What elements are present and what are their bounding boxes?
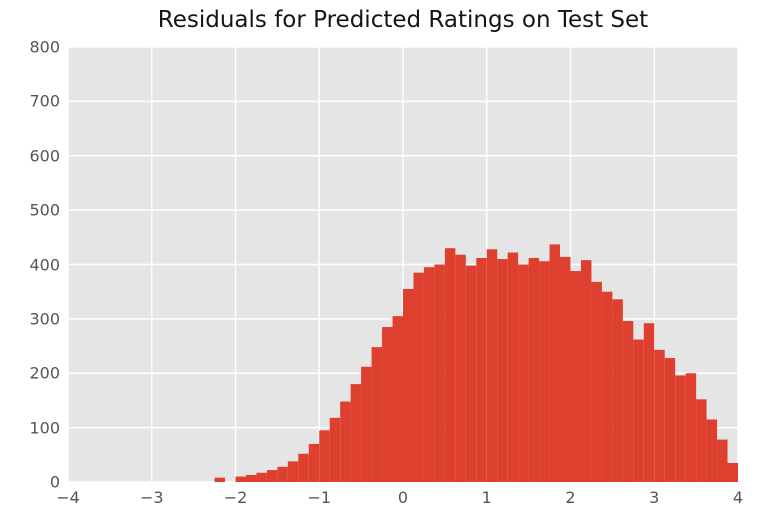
histogram-bar bbox=[361, 366, 372, 482]
y-tick-label: 200 bbox=[29, 363, 60, 383]
histogram-bar bbox=[560, 256, 571, 482]
y-tick-label: 500 bbox=[29, 200, 60, 220]
histogram-bar bbox=[308, 443, 320, 482]
histogram-bar bbox=[403, 288, 414, 482]
histogram-bar bbox=[622, 321, 634, 482]
histogram-bar bbox=[413, 272, 424, 482]
y-tick-label: 100 bbox=[29, 418, 60, 438]
histogram-bar bbox=[528, 257, 540, 482]
histogram-bar bbox=[675, 375, 686, 482]
histogram-bar bbox=[633, 339, 644, 482]
histogram-bar bbox=[350, 384, 362, 482]
y-tick-label: 600 bbox=[29, 146, 60, 166]
histogram-bar bbox=[214, 477, 226, 482]
histogram-svg bbox=[68, 47, 738, 482]
histogram-bar bbox=[434, 264, 445, 482]
histogram-bar bbox=[570, 271, 581, 482]
histogram-bar bbox=[696, 399, 707, 482]
histogram-bar bbox=[539, 261, 550, 482]
histogram-bar bbox=[235, 476, 246, 482]
histogram-bar bbox=[423, 267, 435, 482]
x-axis-tick-labels: −4 −3 −2 −1 0 1 2 3 4 bbox=[56, 488, 743, 512]
histogram-bar bbox=[455, 254, 466, 482]
y-tick-label: 700 bbox=[29, 91, 60, 111]
plot-area bbox=[68, 47, 738, 482]
histogram-bar bbox=[371, 347, 383, 482]
x-tick-label: −3 bbox=[139, 488, 164, 507]
x-tick-label: −2 bbox=[223, 488, 248, 507]
histogram-bar bbox=[706, 419, 718, 482]
histogram-bar bbox=[287, 461, 299, 482]
x-tick-label: 3 bbox=[649, 488, 660, 507]
histogram-bar bbox=[298, 453, 309, 482]
histogram-bar bbox=[277, 466, 288, 482]
histogram-bar bbox=[580, 260, 592, 482]
histogram-bar bbox=[654, 349, 665, 482]
x-tick-label: 1 bbox=[481, 488, 492, 507]
histogram-bar bbox=[444, 248, 456, 482]
histogram-bar bbox=[476, 257, 487, 482]
histogram-bar bbox=[256, 472, 267, 482]
histogram-bar bbox=[486, 249, 498, 482]
y-tick-label: 800 bbox=[29, 37, 60, 57]
y-tick-label: 400 bbox=[29, 255, 60, 274]
histogram-bar bbox=[518, 264, 529, 482]
histogram-bar bbox=[612, 299, 623, 482]
x-tick-label: 4 bbox=[732, 488, 744, 507]
histogram-bar bbox=[392, 316, 403, 482]
histogram-bar bbox=[497, 259, 508, 482]
y-tick-label: 300 bbox=[29, 309, 60, 329]
x-tick-label: 0 bbox=[397, 488, 409, 507]
histogram-bar bbox=[601, 291, 613, 482]
histogram-bar bbox=[591, 281, 602, 482]
histogram-bar bbox=[329, 417, 341, 482]
histogram-bar bbox=[245, 474, 257, 482]
histogram-bar bbox=[319, 430, 330, 482]
histogram-bar bbox=[643, 323, 655, 482]
x-tick-label: 2 bbox=[565, 488, 576, 507]
histogram-bar bbox=[549, 244, 561, 482]
histogram-bar bbox=[507, 252, 519, 482]
x-tick-label: −1 bbox=[307, 488, 332, 507]
histogram-bar bbox=[727, 462, 738, 482]
x-tick-label: −4 bbox=[56, 488, 80, 507]
histogram-bar bbox=[685, 373, 697, 482]
histogram-bar bbox=[266, 470, 278, 482]
histogram-bar bbox=[717, 439, 728, 482]
y-axis-tick-labels: 0 100 200 300 400 500 600 700 800 bbox=[0, 38, 60, 492]
histogram-bar bbox=[465, 265, 477, 482]
histogram-bar bbox=[382, 327, 393, 482]
histogram-bar bbox=[340, 401, 351, 482]
histogram-bar bbox=[664, 358, 676, 482]
y-tick-label: 0 bbox=[49, 472, 60, 492]
chart-title: Residuals for Predicted Ratings on Test … bbox=[157, 7, 649, 33]
